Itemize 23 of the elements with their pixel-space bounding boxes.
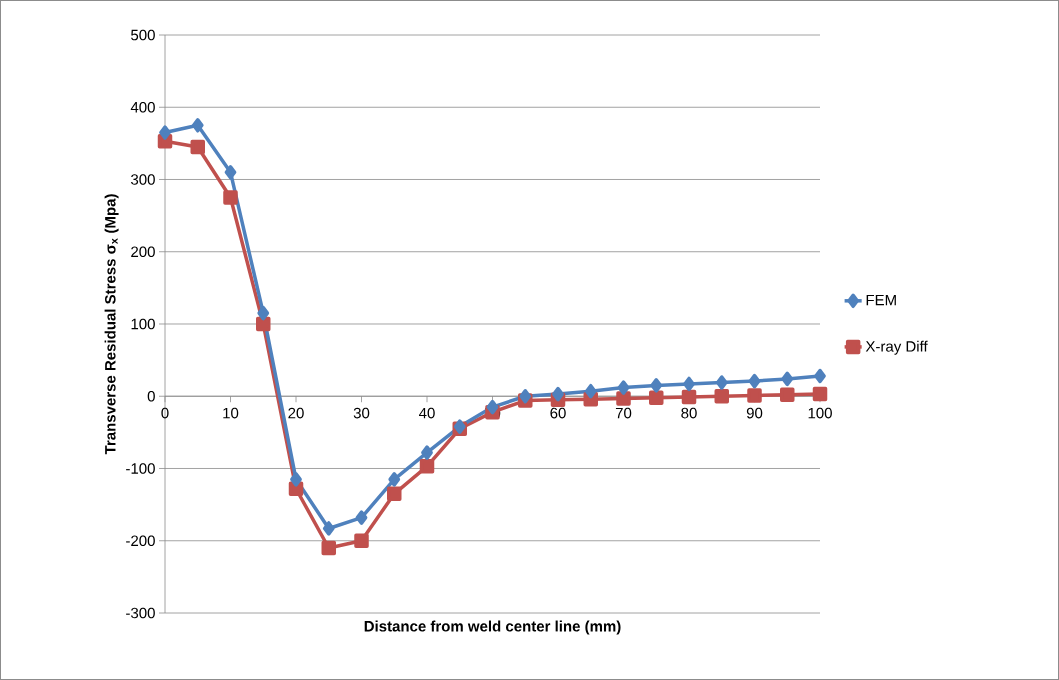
y-tick-label: 200: [131, 246, 155, 258]
x-tick-label: 30: [353, 407, 370, 419]
y-tick-label: -300: [126, 607, 155, 619]
x-tick-label: 40: [419, 407, 435, 419]
y-tick-label: 0: [147, 390, 155, 402]
x-tick-label: 0: [161, 407, 169, 419]
legend-label: FEM: [866, 294, 896, 306]
x-tick-label: 70: [615, 407, 632, 419]
x-tick-label: 10: [223, 407, 239, 419]
x-axis-title: Distance from weld center line (mm): [364, 620, 621, 635]
x-tick-label: 20: [288, 407, 304, 419]
y-tick-label: -200: [126, 535, 155, 547]
x-tick-label: 60: [550, 407, 566, 419]
y-tick-label: 100: [131, 318, 155, 330]
x-tick-label: 100: [808, 407, 832, 419]
y-tick-label: -100: [126, 463, 155, 474]
y-tick-label: 500: [131, 29, 155, 41]
y-axis-title: Transverse Residual Stress σ$_{x}$ (Mpa): [104, 194, 119, 455]
legend-label: X-ray Diff: [865, 340, 928, 355]
y-tick-label: 300: [131, 174, 155, 185]
y-tick-label: 400: [130, 101, 155, 113]
x-tick-label: 80: [681, 407, 697, 419]
x-tick-label: 90: [746, 407, 763, 419]
